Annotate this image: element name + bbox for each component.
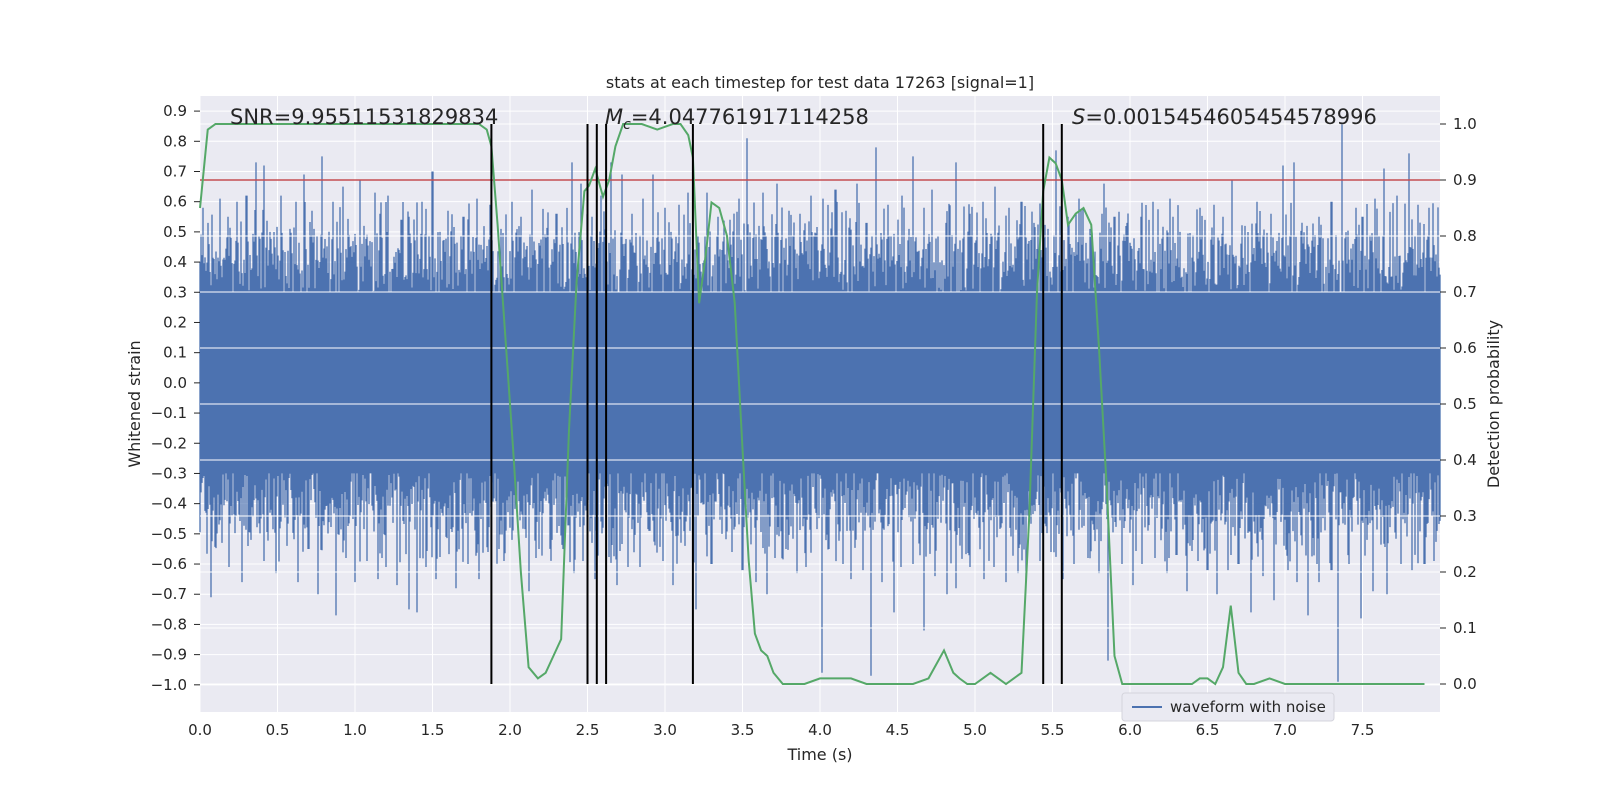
y-tick-label: 0.2 bbox=[163, 313, 187, 331]
x-tick-label: 5.5 bbox=[1041, 721, 1065, 739]
y-axis-label: Whitened strain bbox=[125, 340, 144, 467]
y2-tick-label: 0.0 bbox=[1453, 675, 1477, 693]
y2-tick-label: 0.2 bbox=[1453, 563, 1477, 581]
y-axis-ticks: 0.9 0.8 0.7 0.6 0.5 0.4 0.3 0.2 0.1 0.0 −0.1 −0.2 −0… bbox=[151, 102, 200, 694]
y2-tick-label: 0.6 bbox=[1453, 339, 1477, 357]
legend: waveform with noise bbox=[1121, 692, 1335, 722]
y2-axis-ticks: 0.0 0.1 0.2 0.3 0.4 0.5 0.6 0.7 0.8 0.9 1.0 bbox=[1440, 115, 1477, 693]
x-tick-label: 3.0 bbox=[653, 721, 677, 739]
y-tick-label: 0.6 bbox=[163, 193, 187, 211]
probability-line bbox=[199, 123, 1425, 686]
y-tick-label: −0.1 bbox=[151, 404, 187, 422]
y-tick-label: −0.3 bbox=[151, 464, 187, 482]
x-tick-label: 5.0 bbox=[963, 721, 987, 739]
y-tick-label: −0.2 bbox=[151, 434, 187, 452]
x-tick-label: 7.0 bbox=[1273, 721, 1297, 739]
x-tick-label: 4.5 bbox=[886, 721, 910, 739]
y-tick-label: 0.8 bbox=[163, 132, 187, 150]
x-axis-label: Time (s) bbox=[786, 745, 852, 764]
y-tick-label: 0.7 bbox=[163, 162, 187, 180]
x-axis-ticks: 0.0 0.5 1.0 1.5 2.0 2.5 3.0 3.5 4.0 4.5 5.0 5.5 6.0 6… bbox=[188, 721, 1374, 739]
spin-symbol: S bbox=[1072, 105, 1085, 129]
y-tick-label: 0.4 bbox=[163, 253, 187, 271]
y-tick-label: 0.9 bbox=[163, 102, 187, 120]
spin-annotation: S=0.0015454605454578996 bbox=[1072, 105, 1377, 129]
x-tick-label: 6.0 bbox=[1118, 721, 1142, 739]
y-tick-label: −0.9 bbox=[151, 646, 187, 664]
x-tick-label: 0.5 bbox=[266, 721, 290, 739]
y-tick-label: 0.5 bbox=[163, 223, 187, 241]
y-tick-label: −0.7 bbox=[151, 585, 187, 603]
x-tick-label: 0.0 bbox=[188, 721, 212, 739]
y2-tick-label: 0.9 bbox=[1453, 171, 1477, 189]
y-tick-label: 0.0 bbox=[163, 374, 187, 392]
chirp-mass-symbol: M bbox=[605, 105, 623, 129]
y-tick-label: −0.6 bbox=[151, 555, 187, 573]
chirp-mass-annotation: Mc=4.047761917114258 bbox=[605, 105, 869, 133]
y2-tick-label: 1.0 bbox=[1453, 115, 1477, 133]
y2-tick-label: 0.5 bbox=[1453, 395, 1477, 413]
y-tick-label: −1.0 bbox=[151, 676, 187, 694]
snr-annotation: SNR=9.95511531829834 bbox=[230, 105, 498, 129]
legend-box bbox=[1121, 692, 1335, 722]
x-tick-label: 2.5 bbox=[576, 721, 600, 739]
waveform-series bbox=[199, 123, 1441, 682]
y-tick-label: 0.1 bbox=[163, 344, 187, 362]
x-tick-label: 6.5 bbox=[1196, 721, 1220, 739]
y-tick-label: −0.5 bbox=[151, 525, 187, 543]
chirp-mass-subscript: c bbox=[623, 117, 631, 133]
y-tick-label: −0.4 bbox=[151, 495, 187, 513]
chart-title: stats at each timestep for test data 172… bbox=[606, 73, 1034, 92]
probability-series bbox=[199, 123, 1425, 686]
x-tick-label: 2.0 bbox=[498, 721, 522, 739]
legend-label: waveform with noise bbox=[1170, 698, 1326, 716]
y2-tick-label: 0.1 bbox=[1453, 619, 1477, 637]
y-tick-label: −0.8 bbox=[151, 615, 187, 633]
y2-tick-label: 0.4 bbox=[1453, 451, 1477, 469]
x-tick-label: 4.0 bbox=[808, 721, 832, 739]
boundary-lines bbox=[490, 124, 1063, 684]
x-tick-label: 1.0 bbox=[343, 721, 367, 739]
y-tick-label: 0.3 bbox=[163, 283, 187, 301]
spin-value: =0.0015454605454578996 bbox=[1085, 105, 1377, 129]
x-tick-label: 7.5 bbox=[1351, 721, 1375, 739]
y2-axis-label: Detection probability bbox=[1484, 320, 1503, 488]
waveform-line bbox=[199, 123, 1441, 682]
x-tick-label: 1.5 bbox=[421, 721, 445, 739]
x-tick-label: 3.5 bbox=[731, 721, 755, 739]
y2-tick-label: 0.3 bbox=[1453, 507, 1477, 525]
y2-tick-label: 0.7 bbox=[1453, 283, 1477, 301]
chirp-mass-value: =4.047761917114258 bbox=[631, 105, 869, 129]
y2-tick-label: 0.8 bbox=[1453, 227, 1477, 245]
